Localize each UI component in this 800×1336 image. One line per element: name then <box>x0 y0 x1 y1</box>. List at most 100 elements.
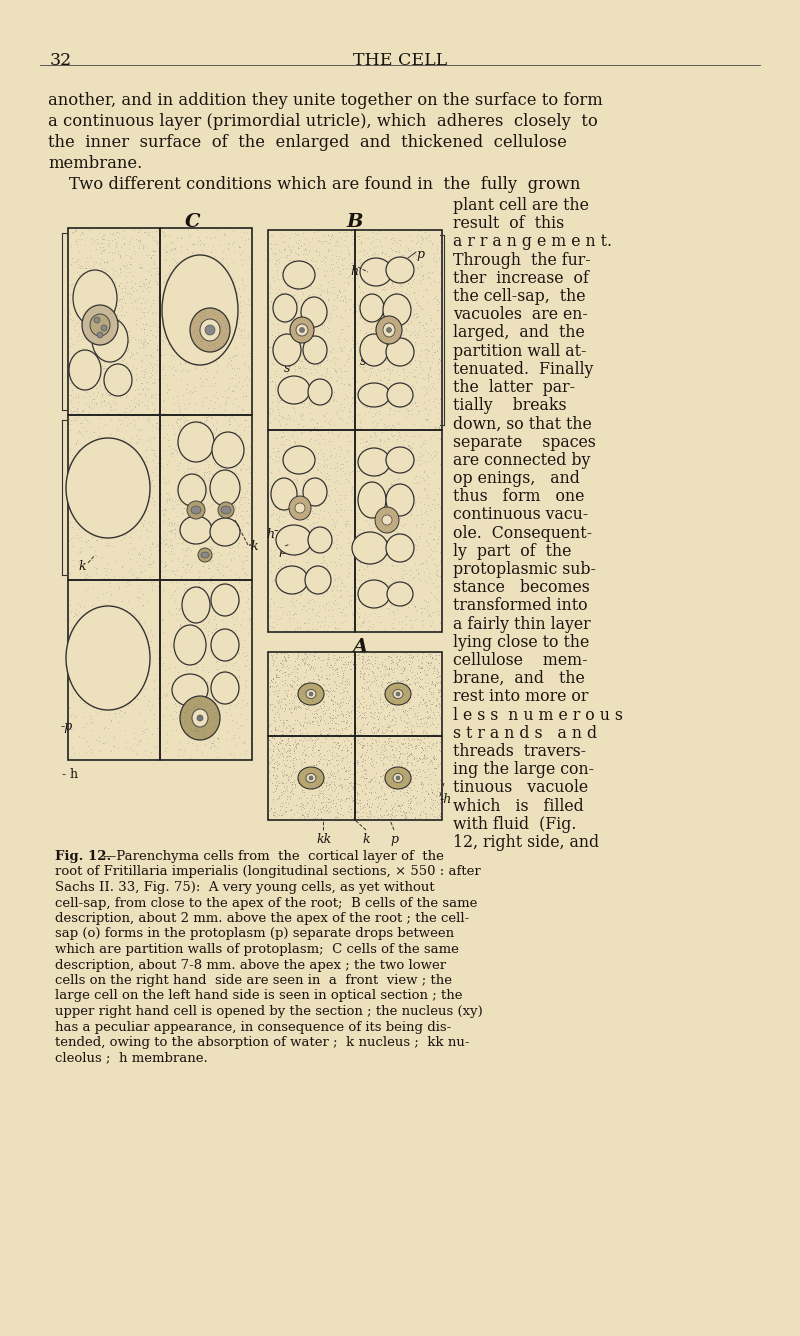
Point <box>422 534 434 556</box>
Point <box>233 566 246 588</box>
Point <box>317 709 330 731</box>
Point <box>124 413 137 434</box>
Bar <box>268 230 355 430</box>
Point <box>428 648 441 669</box>
Point <box>366 230 379 251</box>
Point <box>303 673 316 695</box>
Point <box>280 299 293 321</box>
Point <box>277 406 290 428</box>
Point <box>322 644 334 665</box>
Point <box>317 335 330 357</box>
Point <box>390 331 402 353</box>
Point <box>270 609 283 631</box>
Point <box>270 775 283 796</box>
Point <box>346 653 359 675</box>
Point <box>148 703 161 724</box>
Point <box>422 705 434 727</box>
Point <box>283 743 296 764</box>
Point <box>158 552 171 573</box>
Point <box>231 395 244 417</box>
Point <box>378 532 390 553</box>
Point <box>335 620 348 641</box>
Point <box>403 574 416 596</box>
Point <box>203 570 216 592</box>
Point <box>103 633 116 655</box>
Point <box>282 739 294 760</box>
Point <box>79 234 92 255</box>
Point <box>433 358 446 379</box>
Point <box>212 596 225 617</box>
Point <box>291 532 304 553</box>
Point <box>275 656 288 677</box>
Point <box>101 402 114 424</box>
Point <box>86 577 99 599</box>
Point <box>65 327 78 349</box>
Point <box>432 520 445 541</box>
Point <box>319 728 332 749</box>
Point <box>434 278 446 299</box>
Point <box>190 532 202 553</box>
Point <box>79 274 92 295</box>
Point <box>332 731 345 752</box>
Point <box>430 695 442 716</box>
Point <box>190 704 202 725</box>
Point <box>191 473 204 494</box>
Point <box>170 476 183 497</box>
Point <box>401 545 414 566</box>
Point <box>89 558 102 580</box>
Point <box>390 298 402 319</box>
Point <box>223 584 236 605</box>
Point <box>314 791 327 812</box>
Point <box>366 707 378 728</box>
Point <box>426 713 439 735</box>
Point <box>404 651 417 672</box>
Point <box>326 659 339 680</box>
Point <box>359 657 372 679</box>
Point <box>400 774 413 795</box>
Point <box>354 747 366 768</box>
Point <box>184 744 197 766</box>
Point <box>401 680 414 701</box>
Point <box>120 266 133 287</box>
Point <box>433 704 446 725</box>
Point <box>319 337 332 358</box>
Point <box>198 700 211 721</box>
Point <box>354 524 367 545</box>
Point <box>399 556 412 577</box>
Point <box>69 406 82 428</box>
Point <box>315 747 328 768</box>
Point <box>369 668 382 689</box>
Point <box>107 387 120 409</box>
Point <box>211 578 224 600</box>
Point <box>301 767 314 788</box>
Point <box>387 705 400 727</box>
Point <box>83 672 96 693</box>
Point <box>151 413 164 434</box>
Point <box>232 414 245 436</box>
Point <box>186 287 199 309</box>
Point <box>389 792 402 814</box>
Point <box>116 556 129 577</box>
Point <box>96 584 109 605</box>
Point <box>268 496 281 517</box>
Point <box>182 553 194 574</box>
Point <box>188 314 201 335</box>
Point <box>270 375 282 397</box>
Point <box>409 349 422 370</box>
Point <box>136 584 149 605</box>
Point <box>395 733 408 755</box>
Point <box>276 532 289 553</box>
Point <box>158 343 170 365</box>
Point <box>384 510 397 532</box>
Point <box>94 253 106 274</box>
Point <box>350 601 362 623</box>
Point <box>98 277 111 298</box>
Point <box>270 366 282 387</box>
Point <box>342 766 355 787</box>
Point <box>397 679 410 700</box>
Point <box>404 752 417 774</box>
Point <box>208 314 221 335</box>
Point <box>189 265 202 286</box>
Point <box>310 770 322 791</box>
Point <box>131 393 144 414</box>
